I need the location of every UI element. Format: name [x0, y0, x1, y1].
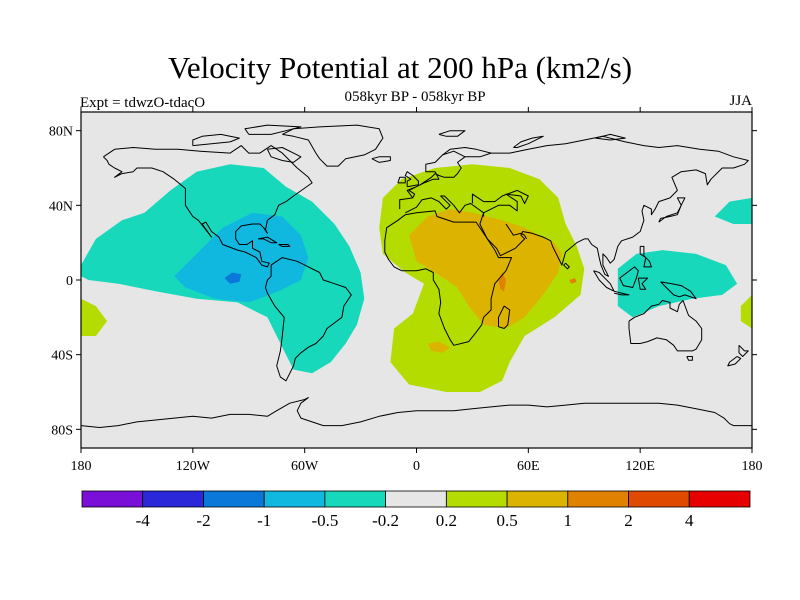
- lon-tick-label: 180: [742, 459, 763, 474]
- colorbar-label: 0.5: [496, 511, 517, 530]
- coastline-new-zealand-north: [738, 344, 749, 357]
- coastline-madagascar: [498, 305, 511, 329]
- season-label: JJA: [729, 93, 752, 109]
- lat-tick-label: 0: [66, 274, 73, 289]
- coastline-cuba: [258, 236, 278, 244]
- map-subtitle: 058kyr BP - 058kyr BP: [344, 89, 486, 105]
- lon-tick-label: 60W: [291, 459, 319, 474]
- contour-afro-asia-positive-south-lobe: [427, 341, 451, 353]
- colorbar: -4 -2 -1 -0.5 -0.2 0.2 0.5 1 2 4: [81, 490, 751, 530]
- lon-tick-label: 120E: [625, 459, 655, 474]
- lon-tick-label: 120W: [176, 459, 211, 474]
- coastline-japan: [658, 197, 686, 223]
- colorbar-label: 0.2: [436, 511, 457, 530]
- coastline-arabia-gulf: [505, 223, 527, 240]
- contour-dateline-positive-west: [81, 298, 108, 336]
- colorbar-label: -0.5: [311, 511, 338, 530]
- coastline-tasmania: [686, 356, 693, 361]
- coastline-philippines: [639, 245, 652, 268]
- axis-layer: 80N 40N 0 40S 80S 180 120W 60W 0 60E 120E 180: [49, 107, 763, 474]
- colorbar-box: [628, 490, 690, 508]
- colorbar-box: [263, 490, 326, 508]
- lat-tick-label: 80S: [51, 423, 73, 438]
- coastline-hispaniola: [278, 244, 291, 247]
- coastline-antarctica: [81, 397, 752, 428]
- contour-americas-negative-inner: [224, 272, 242, 284]
- coastline-asia: [471, 135, 749, 277]
- contour-americas-negative-core: [174, 212, 309, 303]
- contour-dateline-positive-east: [740, 294, 752, 329]
- coastline-taymyr: [595, 133, 626, 141]
- colorbar-label: -0.2: [372, 511, 399, 530]
- coastline-sulawesi: [637, 277, 649, 290]
- coastline-iceland: [371, 156, 391, 163]
- coastline-africa: [384, 210, 513, 346]
- colorbar-box: [445, 490, 508, 508]
- colorbar-box: [81, 490, 144, 508]
- colorbar-label: 4: [685, 511, 694, 530]
- coastline-north-america: [103, 145, 313, 268]
- colorbar-box: [506, 490, 569, 508]
- colorbar-box: [142, 490, 204, 508]
- lat-tick-label: 40N: [49, 199, 73, 214]
- colorbar-box: [324, 490, 386, 508]
- lon-tick-label: 0: [413, 459, 420, 474]
- colorbar-box: [203, 490, 265, 508]
- coastline-scandinavia-north: [442, 147, 492, 158]
- contour-afro-asia-positive-core: [409, 209, 562, 329]
- coastline-novaya-zemlya: [513, 135, 544, 148]
- lat-tick-label: 40S: [51, 349, 73, 364]
- colorbar-box: [688, 490, 751, 508]
- coastline-greenland: [282, 124, 384, 167]
- lon-tick-label: 60E: [517, 459, 540, 474]
- coastline-south-america: [265, 257, 352, 382]
- coastline-borneo: [619, 266, 639, 288]
- lat-tick-label: 80N: [49, 125, 73, 140]
- experiment-label: Expt = tdwzO-tdacO: [80, 95, 206, 111]
- coastline-sri-lanka: [563, 262, 570, 270]
- colorbar-label: -4: [136, 511, 151, 530]
- coastline-arctic-archipelago: [192, 133, 240, 147]
- coastline-ellesmere: [244, 124, 302, 135]
- lon-tick-label: 180: [71, 459, 92, 474]
- coastline-java: [613, 290, 630, 296]
- colorbar-label: 2: [624, 511, 633, 530]
- coastline-new-guinea: [660, 281, 697, 300]
- coastline-uk: [404, 171, 419, 188]
- contour-north-pacific-negative: [714, 197, 752, 224]
- contour-arabian-sea-core: [569, 278, 577, 284]
- coastline-ireland: [397, 176, 406, 184]
- contour-layer: [81, 164, 752, 392]
- colorbar-box: [385, 490, 447, 508]
- coastline-australia: [628, 300, 703, 352]
- colorbar-label: -2: [196, 511, 210, 530]
- coastline-layer: [81, 124, 752, 428]
- coastline-svalbard: [438, 130, 466, 137]
- colorbar-label: -1: [257, 511, 271, 530]
- colorbar-box: [567, 490, 629, 508]
- coastline-mediterranean-north: [405, 195, 485, 217]
- map-title: Velocity Potential at 200 hPa (km2/s): [167, 50, 633, 85]
- colorbar-label: 1: [564, 511, 573, 530]
- coastline-baffin: [266, 147, 302, 163]
- coastline-europe: [399, 150, 466, 210]
- coastline-new-zealand-south: [727, 356, 742, 367]
